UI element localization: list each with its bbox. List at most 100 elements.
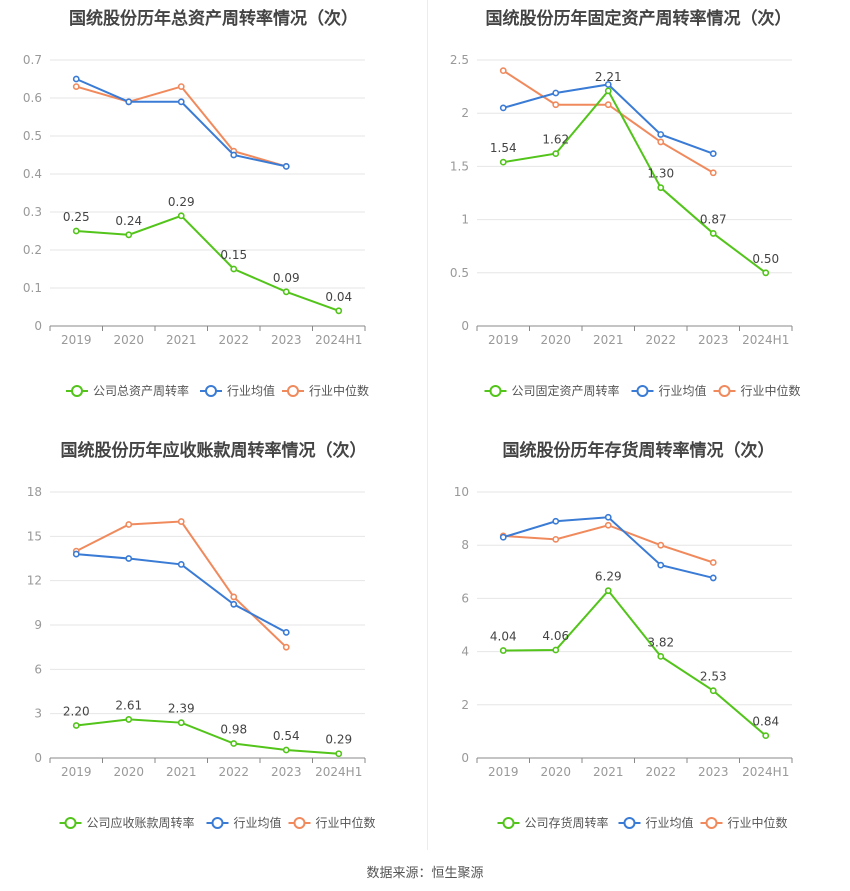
chart-svg: 0 0.5 1 1.5 2 2.5 2019 2020 2021 2022 2023 2024H1 1.… bbox=[450, 53, 801, 398]
data-point-company bbox=[177, 719, 185, 727]
data-point-company bbox=[282, 746, 290, 754]
legend-marker bbox=[287, 385, 299, 397]
legend-marker bbox=[636, 385, 649, 397]
data-point-average bbox=[72, 75, 80, 83]
data-point-median bbox=[657, 541, 665, 549]
y-tick-label: 0.2 bbox=[23, 243, 42, 257]
legend-label: 行业均值 bbox=[227, 383, 275, 398]
data-point-median bbox=[499, 67, 507, 75]
x-tick-label: 2022 bbox=[645, 333, 676, 347]
data-point-average bbox=[177, 561, 185, 568]
data-point-company bbox=[177, 212, 185, 220]
data-point-average bbox=[552, 89, 560, 97]
y-tick-label: 0.1 bbox=[23, 281, 42, 295]
x-tick-label: 2021 bbox=[166, 333, 197, 347]
data-point-company bbox=[335, 307, 343, 315]
legend-label: 公司应收账款周转率 bbox=[87, 815, 195, 830]
data-point-average bbox=[282, 628, 290, 636]
data-point-company bbox=[709, 687, 717, 695]
x-tick-label: 2020 bbox=[113, 765, 144, 779]
data-point-company bbox=[552, 150, 560, 158]
data-point-company bbox=[282, 288, 290, 296]
legend-item-average: 行业均值 bbox=[206, 815, 282, 830]
legend-label: 行业中位数 bbox=[728, 815, 788, 830]
x-tick-label: 2023 bbox=[271, 333, 302, 347]
data-point-company bbox=[499, 647, 507, 654]
data-point-average bbox=[709, 574, 717, 582]
data-point-median bbox=[177, 83, 185, 90]
x-tick-label: 2021 bbox=[593, 765, 624, 779]
legend-label: 行业中位数 bbox=[316, 815, 376, 830]
x-tick-label: 2019 bbox=[488, 333, 519, 347]
legend-item-company: 公司应收账款周转率 bbox=[59, 815, 195, 830]
chart-panel-inventory-turnover: 国统股份历年存货周转率情况（次） 0 2 4 6 8 10 2019 2020 2021 2022… bbox=[427, 432, 850, 842]
data-point-average bbox=[604, 81, 612, 88]
chart-panel-receivable-turnover: 国统股份历年应收账款周转率情况（次） 0 3 6 9 12 15 18 2019 2020 202… bbox=[0, 432, 427, 842]
data-label: 0.04 bbox=[325, 290, 352, 304]
data-label: 4.04 bbox=[490, 630, 517, 644]
legend-marker bbox=[502, 817, 515, 829]
panel-divider bbox=[427, 0, 428, 850]
series-line-median bbox=[75, 520, 287, 648]
legend-marker bbox=[718, 385, 731, 397]
data-label: 0.50 bbox=[752, 252, 779, 266]
legend-marker bbox=[293, 817, 306, 829]
series-line-median bbox=[503, 524, 714, 564]
data-point-average bbox=[72, 550, 80, 558]
data-point-median bbox=[125, 521, 133, 528]
x-tick-label: 2020 bbox=[113, 333, 144, 347]
data-point-average bbox=[499, 533, 507, 541]
data-point-average bbox=[125, 98, 133, 106]
data-label: 0.25 bbox=[63, 210, 90, 224]
x-tick-label: 2021 bbox=[593, 333, 624, 347]
legend-label: 公司存货周转率 bbox=[525, 815, 609, 830]
data-point-company bbox=[230, 265, 238, 273]
y-tick-label: 0 bbox=[34, 751, 42, 765]
y-tick-label: 3 bbox=[34, 707, 42, 721]
y-tick-label: 0.5 bbox=[450, 266, 469, 280]
legend-label: 行业均值 bbox=[659, 383, 707, 398]
data-label: 2.21 bbox=[595, 70, 622, 84]
y-tick-label: 2.5 bbox=[450, 53, 469, 67]
x-tick-label: 2019 bbox=[488, 765, 519, 779]
data-point-median bbox=[657, 138, 665, 146]
y-tick-label: 0 bbox=[461, 319, 469, 333]
chart-title: 国统股份历年固定资产周转率情况（次） bbox=[485, 9, 792, 29]
legend-marker bbox=[211, 817, 224, 829]
legend-item-average: 行业均值 bbox=[200, 383, 275, 398]
legend-marker bbox=[71, 385, 83, 397]
data-source-footer: 数据来源：恒生聚源 bbox=[366, 866, 484, 881]
data-point-company bbox=[762, 269, 770, 277]
legend-label: 行业均值 bbox=[234, 815, 282, 830]
data-label: 0.24 bbox=[115, 214, 142, 228]
legend-label: 行业均值 bbox=[646, 815, 694, 830]
data-point-average bbox=[177, 98, 185, 106]
chart-panel-fixed-asset-turnover: 国统股份历年固定资产周转率情况（次） 0 0.5 1 1.5 2 2.5 2019 2020 2… bbox=[427, 0, 850, 410]
y-tick-label: 1.5 bbox=[450, 159, 469, 173]
legend-item-median: 行业中位数 bbox=[700, 815, 788, 830]
series-line-company bbox=[76, 718, 339, 755]
legend-item-median: 行业中位数 bbox=[713, 383, 801, 398]
y-tick-label: 4 bbox=[461, 645, 469, 659]
y-tick-label: 18 bbox=[27, 485, 42, 499]
data-point-company bbox=[335, 750, 343, 758]
x-tick-label: 2020 bbox=[540, 765, 571, 779]
y-tick-label: 8 bbox=[461, 538, 469, 552]
data-label: 2.53 bbox=[700, 670, 727, 684]
data-label: 0.54 bbox=[273, 729, 300, 743]
data-point-company bbox=[499, 158, 507, 166]
y-tick-label: 6 bbox=[34, 662, 42, 676]
legend-item-median: 行业中位数 bbox=[282, 383, 369, 398]
series-line-company bbox=[503, 89, 767, 274]
data-point-median bbox=[709, 169, 717, 177]
data-point-average bbox=[282, 162, 290, 170]
y-tick-label: 10 bbox=[454, 485, 469, 499]
data-point-company bbox=[125, 231, 133, 239]
x-tick-label: 2023 bbox=[271, 765, 302, 779]
data-point-median bbox=[282, 643, 290, 651]
data-point-average bbox=[125, 555, 133, 562]
series-line-company bbox=[76, 214, 340, 312]
data-point-company bbox=[125, 716, 133, 723]
x-tick-label: 2019 bbox=[61, 333, 92, 347]
series-line-average bbox=[502, 83, 714, 155]
